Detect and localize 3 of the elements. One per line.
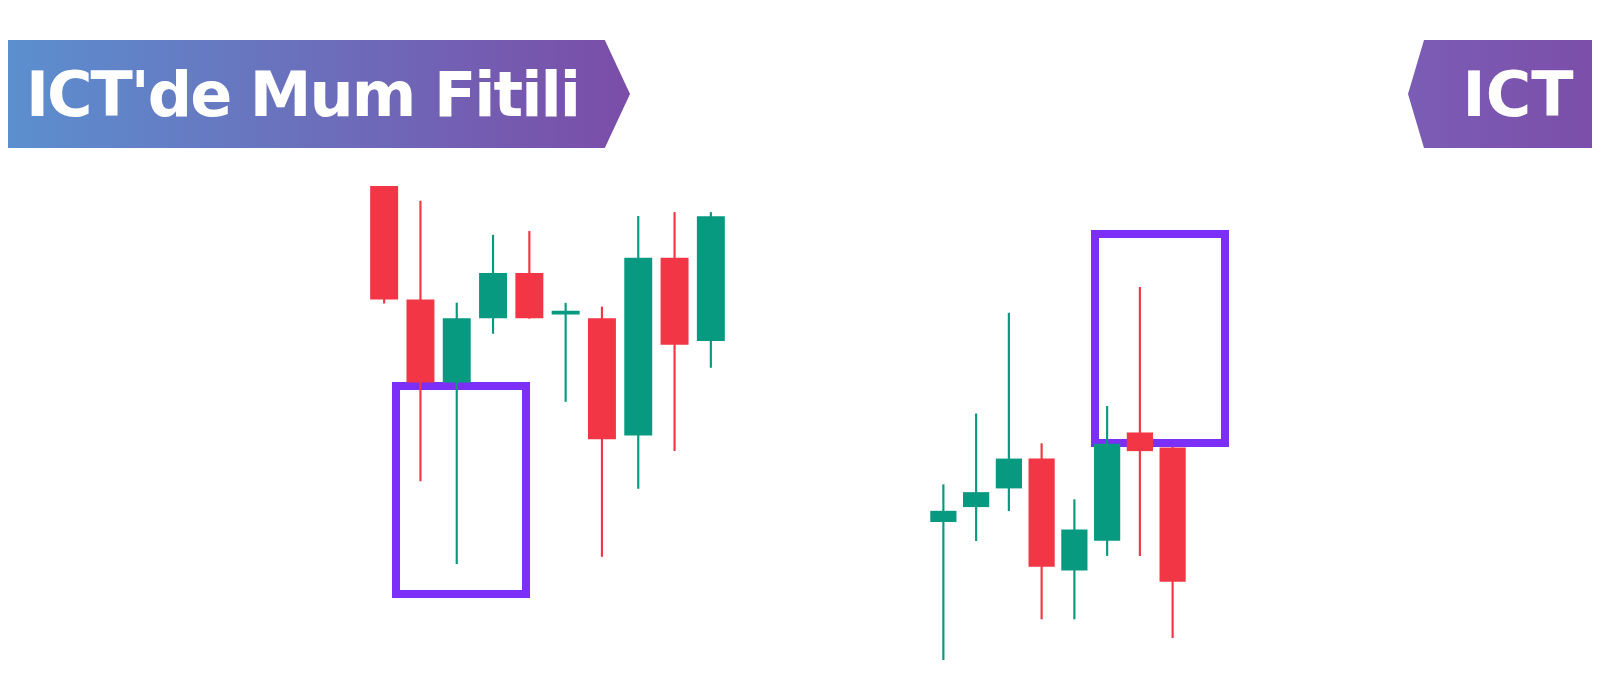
text: ICT xyxy=(1462,57,1574,131)
candlestick xyxy=(406,200,435,482)
chart-title: ICT'de Mum Fitili xyxy=(26,57,579,131)
